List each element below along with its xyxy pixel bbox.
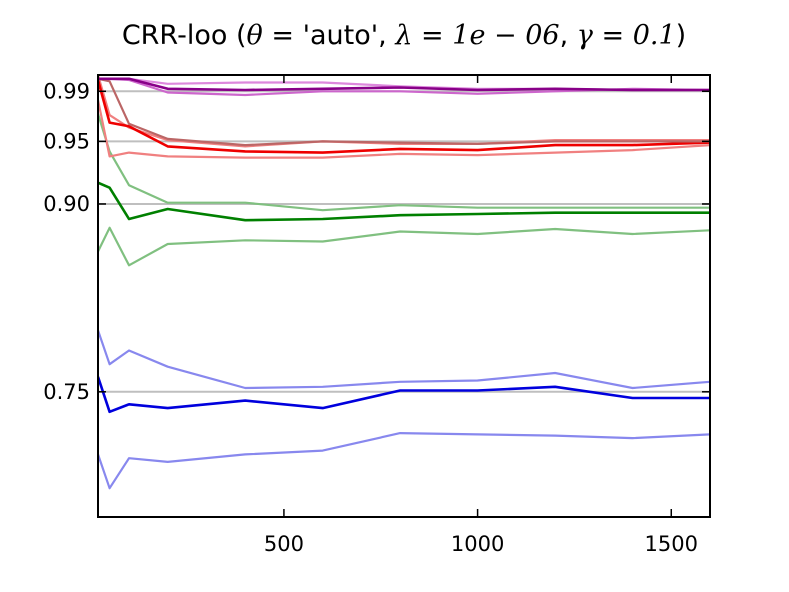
y-tick-label-3: 0.99 bbox=[43, 79, 90, 103]
x-tick-label-2: 1500 bbox=[645, 532, 698, 556]
title-lambda-equals: = bbox=[412, 20, 452, 51]
x-tick-label-0: 500 bbox=[264, 532, 304, 556]
title-theta-equals: = bbox=[263, 20, 303, 51]
series-line-5 bbox=[98, 181, 710, 222]
title-theta-value: 'auto' bbox=[303, 20, 379, 51]
series-line-0 bbox=[98, 432, 710, 490]
series-group bbox=[98, 75, 710, 490]
plot-frame bbox=[97, 74, 711, 518]
series-line-1 bbox=[98, 330, 710, 390]
y-tick-label-1: 0.90 bbox=[43, 192, 90, 216]
y-tick-label-0: 0.75 bbox=[43, 380, 90, 404]
series-line-6 bbox=[98, 99, 710, 159]
title-lambda-symbol: λ bbox=[394, 20, 412, 51]
chart-title: CRR-loo (θ = 'auto', λ = 1e − 06, γ = 0.… bbox=[122, 20, 686, 51]
series-line-4 bbox=[98, 113, 710, 212]
axis-ticks: 0.75 0.90 0.95 0.99 500 1000 1500 bbox=[43, 75, 710, 556]
series-line-8 bbox=[98, 79, 710, 154]
series-line-9 bbox=[98, 77, 710, 147]
y-tick-label-2: 0.95 bbox=[43, 129, 90, 153]
title-theta-symbol: θ bbox=[247, 20, 263, 51]
title-separator-2: , bbox=[560, 20, 577, 51]
reference-lines bbox=[98, 90, 710, 393]
title-separator-1: , bbox=[378, 20, 395, 51]
title-prefix: CRR-loo ( bbox=[122, 20, 247, 51]
title-gamma-equals: = bbox=[593, 20, 633, 51]
series-line-12 bbox=[98, 77, 710, 92]
title-suffix: ) bbox=[676, 20, 687, 51]
x-tick-label-1: 1000 bbox=[451, 532, 504, 556]
title-gamma-value: 0.1 bbox=[633, 20, 676, 51]
title-lambda-value: 1e − 06 bbox=[452, 20, 559, 51]
series-line-2 bbox=[98, 376, 710, 414]
title-gamma-symbol: γ bbox=[577, 20, 594, 51]
series-line-3 bbox=[98, 226, 710, 267]
